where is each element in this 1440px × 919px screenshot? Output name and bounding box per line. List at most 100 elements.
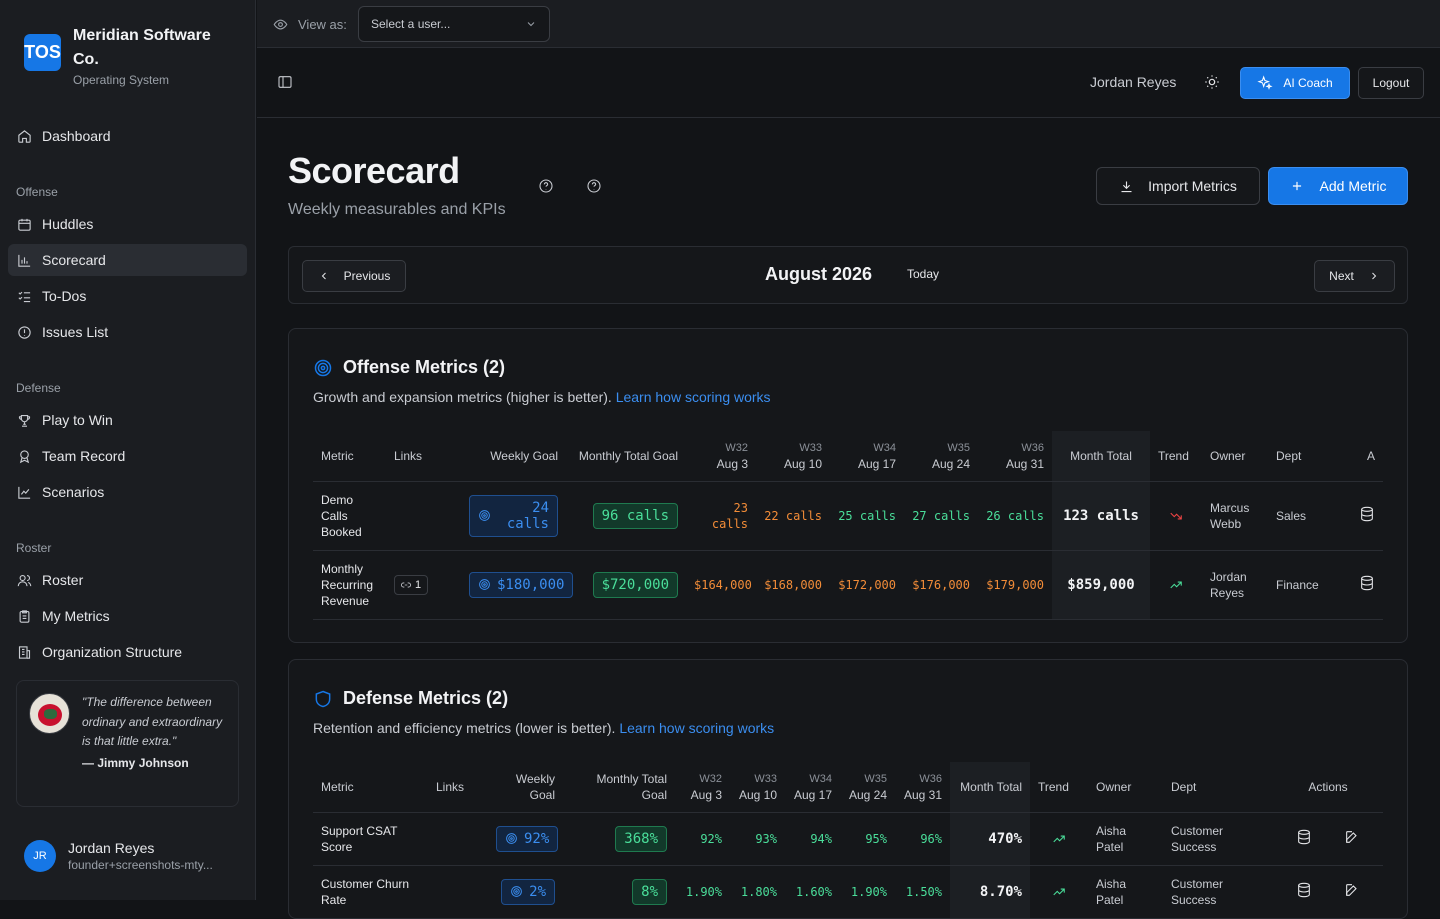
sidebar-item-label: Dashboard [42, 128, 111, 144]
theme-toggle-button[interactable] [1204, 74, 1222, 92]
edit-icon[interactable] [1344, 882, 1360, 902]
home-icon [17, 129, 32, 144]
target-icon [510, 885, 523, 898]
week-value[interactable]: $168,000 [756, 550, 830, 620]
trend-up-icon [1030, 812, 1088, 866]
sidebar-item-todos[interactable]: To-Dos [8, 280, 247, 312]
col-week-1: W32 Aug 3 [675, 762, 730, 813]
previous-label: Previous [343, 269, 391, 283]
week-value[interactable]: 23 calls [686, 481, 756, 551]
week-value[interactable]: 95% [840, 812, 895, 866]
table-row[interactable]: Monthly Recurring Revenue 1 $180,000 $72… [313, 550, 1383, 620]
week-value[interactable]: 26 calls [978, 481, 1052, 551]
sidebar-item-label: Roster [42, 572, 84, 588]
database-icon[interactable] [1296, 829, 1312, 849]
import-metrics-button[interactable]: Import Metrics [1096, 167, 1260, 205]
week-value[interactable]: 1.90% [840, 865, 895, 918]
sidebar-item-issues[interactable]: Issues List [8, 316, 247, 348]
edit-icon[interactable] [1344, 829, 1360, 849]
week-value[interactable]: 25 calls [830, 481, 904, 551]
sidebar-item-my-metrics[interactable]: My Metrics [8, 600, 247, 632]
week-value[interactable]: 96% [895, 812, 950, 866]
dept: Customer Success [1163, 812, 1273, 866]
sidebar-item-scenarios[interactable]: Scenarios [8, 476, 247, 508]
sidebar-item-label: Play to Win [42, 412, 113, 428]
database-icon[interactable] [1343, 550, 1383, 620]
brand-name: Meridian Software Co. [73, 27, 211, 68]
links-badge[interactable]: 1 [394, 574, 429, 595]
col-month-total: Month Total [1052, 431, 1150, 482]
dept: Finance [1268, 550, 1343, 620]
week-value[interactable]: 22 calls [756, 481, 830, 551]
line-chart-icon [17, 485, 32, 500]
shield-icon [313, 689, 333, 709]
week-value[interactable]: 93% [730, 812, 785, 866]
sidebar-item-label: Team Record [42, 448, 126, 464]
trophy-icon [17, 413, 32, 428]
week-value[interactable]: 1.50% [895, 865, 950, 918]
trend-up-icon [1030, 865, 1088, 918]
weekly-goal-pill: 92% [496, 825, 559, 852]
col-trend: Trend [1150, 431, 1202, 482]
owner: Jordan Reyes [1202, 550, 1268, 620]
logout-button[interactable]: Logout [1358, 67, 1424, 99]
sidebar-item-dashboard[interactable]: Dashboard [8, 120, 247, 152]
brand[interactable]: TOS Meridian Software Co. Operating Syst… [24, 24, 239, 87]
col-trend: Trend [1030, 762, 1088, 813]
week-value[interactable]: 1.90% [675, 865, 730, 918]
col-monthly-goal: Monthly Total Goal [563, 762, 675, 813]
table-row[interactable]: Support CSAT Score 92% 368% 92% 93% 94% … [313, 812, 1383, 866]
col-actions: Actions [1273, 762, 1383, 813]
offense-title: Offense Metrics (2) [313, 357, 505, 378]
sidebar-item-play-to-win[interactable]: Play to Win [8, 404, 247, 436]
month-total: 470% [950, 812, 1030, 866]
help-icon[interactable] [538, 178, 554, 194]
quote-avatar [29, 693, 70, 734]
user-select-placeholder: Select a user... [371, 17, 451, 31]
week-value[interactable]: $164,000 [686, 550, 756, 620]
offense-title-text: Offense Metrics (2) [343, 357, 506, 377]
week-value[interactable]: $172,000 [830, 550, 904, 620]
page-title: Scorecard [288, 150, 460, 191]
week-value[interactable]: 92% [675, 812, 730, 866]
week-value[interactable]: 1.80% [730, 865, 785, 918]
link-icon [401, 580, 411, 590]
week-value[interactable]: 27 calls [904, 481, 978, 551]
sidebar-item-huddles[interactable]: Huddles [8, 208, 247, 240]
ai-coach-label: AI Coach [1283, 76, 1333, 90]
week-value[interactable]: 94% [785, 812, 840, 866]
ai-coach-button[interactable]: AI Coach [1240, 67, 1350, 99]
learn-scoring-link[interactable]: Learn how scoring works [615, 389, 771, 405]
user-menu[interactable]: JR Jordan Reyes founder+screenshots-mty.… [24, 840, 230, 872]
week-value[interactable]: 1.60% [785, 865, 840, 918]
database-icon[interactable] [1296, 882, 1312, 902]
next-button[interactable]: Next [1314, 260, 1395, 292]
user-select[interactable]: Select a user... [358, 6, 550, 42]
impersonation-bar: View as: Select a user... [257, 0, 1440, 48]
dept: Customer Success [1163, 865, 1273, 918]
monthly-goal-pill: 368% [615, 825, 667, 852]
database-icon[interactable] [1343, 481, 1383, 551]
metric-links [428, 865, 488, 918]
table-row[interactable]: Demo Calls Booked 24 calls 96 calls 23 c… [313, 481, 1383, 551]
brand-subtitle: Operating System [73, 73, 170, 87]
sidebar-item-label: To-Dos [42, 288, 87, 304]
previous-button[interactable]: Previous [302, 260, 406, 292]
week-value[interactable]: $176,000 [904, 550, 978, 620]
add-metric-button[interactable]: Add Metric [1268, 167, 1408, 205]
table-row[interactable]: Customer Churn Rate 2% 8% 1.90% 1.80% 1.… [313, 865, 1383, 918]
col-week-4: W35 Aug 24 [904, 431, 978, 482]
col-month-total: Month Total [950, 762, 1030, 813]
sidebar-item-roster[interactable]: Roster [8, 564, 247, 596]
sidebar-item-team-record[interactable]: Team Record [8, 440, 247, 472]
week-value[interactable]: $179,000 [978, 550, 1052, 620]
learn-scoring-link[interactable]: Learn how scoring works [619, 720, 775, 736]
monthly-goal-pill: 8% [632, 878, 667, 905]
sidebar-item-org-structure[interactable]: Organization Structure [8, 636, 247, 668]
sidebar-item-scorecard[interactable]: Scorecard [8, 244, 247, 276]
help-icon[interactable] [586, 178, 602, 194]
sidebar-toggle-button[interactable] [277, 74, 295, 92]
today-button[interactable]: Today [907, 267, 940, 281]
bar-chart-icon [17, 253, 32, 268]
col-monthly-goal: Monthly Total Goal [566, 431, 686, 482]
